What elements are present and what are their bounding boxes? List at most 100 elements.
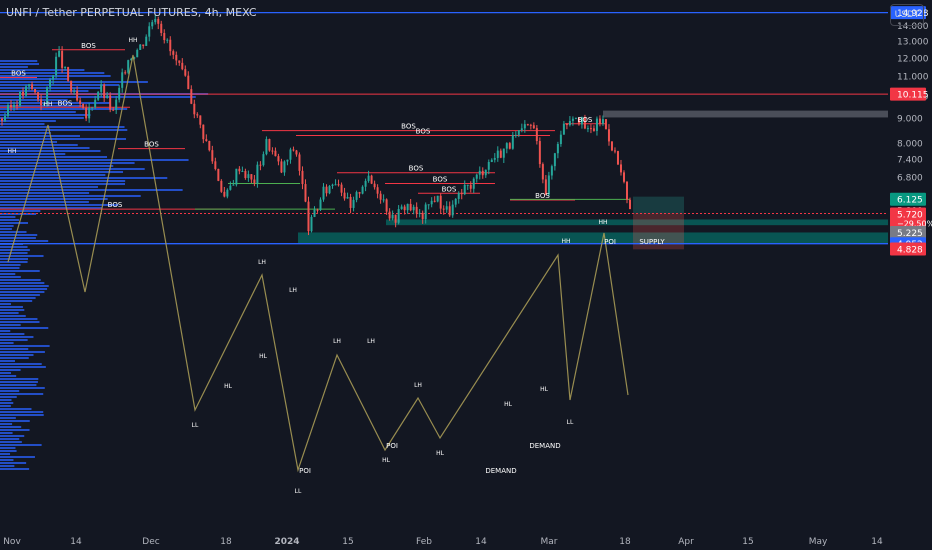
candle-body: [241, 171, 244, 173]
candle-body: [607, 129, 610, 142]
volume-profile-bar: [0, 378, 39, 380]
candle-body: [559, 134, 562, 145]
candle-body: [394, 214, 397, 223]
candle-body: [457, 193, 460, 199]
candle-body: [91, 107, 94, 109]
candle-body: [454, 198, 457, 205]
swing-label: LH: [367, 338, 375, 345]
volume-profile-bar: [0, 279, 41, 281]
price-tick: 11.000: [897, 73, 929, 83]
swing-label: LH: [258, 259, 266, 266]
candle-body: [370, 175, 373, 184]
candle-body: [301, 170, 304, 185]
candle-body: [448, 206, 451, 216]
volume-profile-bar: [0, 429, 30, 431]
volume-profile-bar: [0, 309, 25, 311]
demand-zone: [386, 219, 888, 226]
volume-profile-bar: [0, 144, 78, 146]
candle-body: [430, 200, 433, 205]
candle-body: [478, 170, 481, 175]
zone-label: DEMAND: [529, 442, 560, 450]
volume-profile-bar: [0, 456, 35, 458]
bos-label: BOS: [578, 116, 593, 124]
volume-profile-bar: [0, 114, 91, 116]
time-tick: 15: [742, 537, 753, 547]
volume-profile-bar: [0, 468, 30, 470]
swing-label: HL: [259, 353, 268, 360]
volume-profile-bar: [0, 138, 127, 140]
candle-body: [112, 109, 115, 111]
time-tick: 2024: [274, 537, 299, 547]
candle-body: [313, 209, 316, 217]
candle-body: [406, 203, 409, 211]
candle-body: [325, 186, 328, 194]
volume-profile-bar: [0, 294, 40, 296]
time-tick: Mar: [541, 537, 558, 547]
candle-body: [340, 184, 343, 193]
candle-body: [511, 135, 514, 149]
zone-label: DEMAND: [485, 467, 516, 475]
price-tick: 9.000: [897, 115, 923, 125]
candle-body: [124, 72, 127, 74]
candle-body: [136, 49, 139, 58]
chart-title: UNFI / Tether PERPETUAL FUTURES, 4h, MEX…: [6, 6, 257, 19]
candle-body: [493, 157, 496, 160]
candle-body: [409, 203, 412, 211]
currency-button[interactable]: USDT: [890, 4, 924, 26]
volume-profile-bar: [0, 435, 25, 437]
volume-profile-bar: [0, 69, 85, 71]
candle-body: [100, 84, 103, 92]
volume-profile-bar: [0, 354, 34, 356]
price-tick: 8.000: [897, 139, 923, 149]
candle-body: [199, 115, 202, 125]
volume-profile-bar: [0, 90, 89, 92]
volume-profile-bar: [0, 132, 51, 134]
candle-body: [604, 119, 607, 130]
volume-profile-bar: [0, 129, 128, 131]
candle-body: [247, 174, 250, 178]
bos-label: BOS: [433, 176, 448, 184]
volume-profile-bar: [0, 174, 106, 176]
price-label-text: 5.720: [897, 211, 923, 221]
bos-label: BOS: [401, 123, 416, 131]
candle-body: [427, 204, 430, 206]
volume-profile-bar: [0, 186, 98, 188]
volume-profile-bar: [0, 288, 48, 290]
volume-profile-bar: [0, 399, 12, 401]
volume-profile-bar: [0, 387, 45, 389]
volume-profile-bar: [0, 123, 45, 125]
candle-body: [22, 91, 25, 96]
volume-profile-bar: [0, 183, 126, 185]
candle-body: [49, 79, 52, 88]
candle-body: [436, 195, 439, 202]
time-tick: 14: [475, 537, 487, 547]
candle-body: [148, 26, 151, 37]
candle-body: [373, 183, 376, 188]
candle-body: [622, 172, 625, 182]
candle-body: [274, 150, 277, 157]
candle-body: [319, 199, 322, 210]
volume-profile-bar: [0, 66, 28, 68]
candle-body: [43, 103, 46, 106]
candle-body: [82, 103, 85, 108]
volume-profile-bar: [0, 285, 49, 287]
candle-body: [214, 161, 217, 169]
price-label: [890, 242, 926, 256]
price-axis[interactable]: 14.00013.00012.00011.00010.0009.0008.000…: [888, 0, 932, 532]
volume-profile-bar: [0, 357, 29, 359]
volume-profile-bar: [0, 108, 128, 110]
candle-body: [403, 206, 406, 211]
volume-profile-bar: [0, 153, 66, 155]
time-axis[interactable]: Nov 14 Dec 18 2024 15 Feb 14 Mar 18 Apr 15 May 14: [0, 532, 932, 550]
volume-profile-bar: [0, 363, 42, 365]
candle-body: [352, 199, 355, 208]
candle-body: [502, 148, 505, 158]
candle-body: [484, 169, 487, 176]
candle-body: [223, 191, 226, 197]
volume-profile-bar: [0, 330, 11, 332]
volume-profile-bar: [0, 246, 28, 248]
time-tick: Apr: [678, 537, 694, 547]
volume-profile-bar: [0, 216, 16, 218]
swing-label: LH: [333, 338, 341, 345]
